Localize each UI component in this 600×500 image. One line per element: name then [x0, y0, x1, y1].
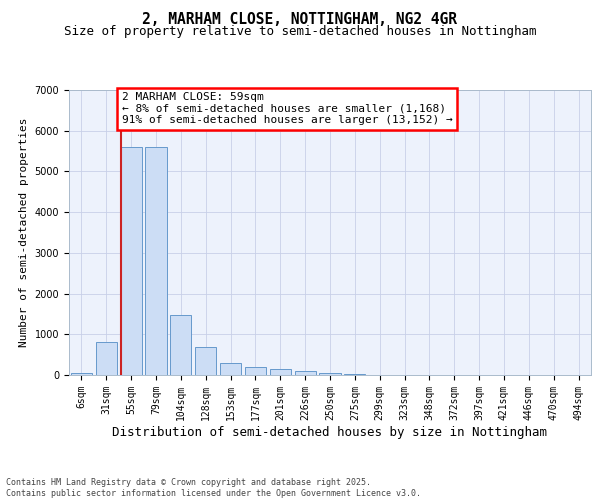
Bar: [145, 147, 167, 375]
Y-axis label: Number of semi-detached properties: Number of semi-detached properties: [19, 118, 29, 347]
Text: 2, MARHAM CLOSE, NOTTINGHAM, NG2 4GR: 2, MARHAM CLOSE, NOTTINGHAM, NG2 4GR: [143, 12, 458, 26]
Bar: [319, 372, 341, 375]
Bar: [96, 342, 117, 375]
Bar: [220, 363, 241, 375]
Text: 2 MARHAM CLOSE: 59sqm
← 8% of semi-detached houses are smaller (1,168)
91% of se: 2 MARHAM CLOSE: 59sqm ← 8% of semi-detac…: [122, 92, 452, 125]
Text: Size of property relative to semi-detached houses in Nottingham: Size of property relative to semi-detach…: [64, 25, 536, 38]
Bar: [344, 374, 365, 375]
Bar: [71, 373, 92, 375]
Bar: [295, 371, 316, 375]
Bar: [170, 314, 191, 375]
Bar: [270, 370, 291, 375]
Bar: [195, 348, 216, 375]
Bar: [121, 147, 142, 375]
Bar: [245, 367, 266, 375]
X-axis label: Distribution of semi-detached houses by size in Nottingham: Distribution of semi-detached houses by …: [113, 426, 548, 438]
Text: Contains HM Land Registry data © Crown copyright and database right 2025.
Contai: Contains HM Land Registry data © Crown c…: [6, 478, 421, 498]
